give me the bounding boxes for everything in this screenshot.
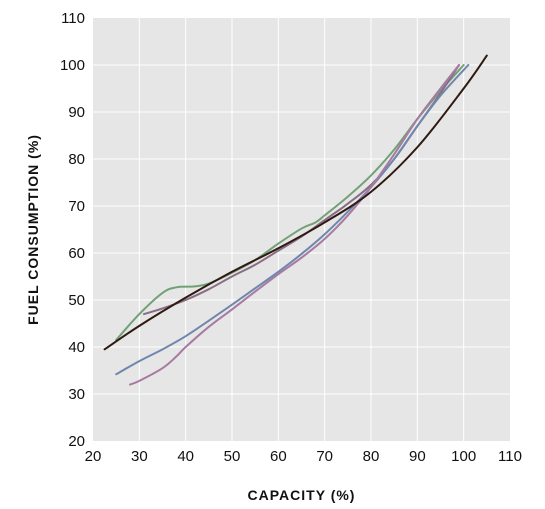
series-line-3 <box>115 64 470 376</box>
x-tick-label: 30 <box>131 448 148 465</box>
y-tick-label: 80 <box>68 151 85 168</box>
y-tick-label: 70 <box>68 198 85 215</box>
y-axis-title: FUEL CONSUMPTION (%) <box>25 134 41 325</box>
x-axis-tick-labels: 20 30 40 50 60 70 80 90 100 110 <box>85 448 522 465</box>
y-tick-label: 50 <box>68 292 85 309</box>
x-tick-label: 20 <box>85 448 102 465</box>
x-tick-label: 110 <box>498 448 522 465</box>
x-tick-label: 70 <box>316 448 333 465</box>
y-axis-tick-labels: 20 30 40 50 60 70 80 90 100 110 <box>60 10 85 450</box>
series-line-1 <box>115 64 465 341</box>
x-tick-label: 50 <box>224 448 241 465</box>
series-line-5 <box>103 54 488 351</box>
x-tick-label: 60 <box>270 448 287 465</box>
x-tick-label: 80 <box>363 448 380 465</box>
y-tick-label: 60 <box>68 245 85 262</box>
y-tick-label: 20 <box>68 433 85 450</box>
y-tick-label: 100 <box>60 57 85 74</box>
series-line-4 <box>129 64 461 386</box>
x-tick-label: 90 <box>409 448 426 465</box>
x-axis-title: CAPACITY (%) <box>248 487 356 503</box>
y-tick-label: 40 <box>68 339 85 356</box>
y-tick-label: 90 <box>68 104 85 121</box>
y-tick-label: 30 <box>68 386 85 403</box>
y-tick-label: 110 <box>61 10 85 27</box>
series-lines <box>103 54 488 386</box>
x-tick-label: 100 <box>451 448 476 465</box>
x-tick-label: 40 <box>177 448 194 465</box>
